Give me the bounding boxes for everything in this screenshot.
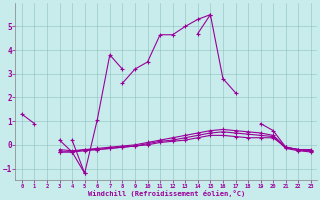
X-axis label: Windchill (Refroidissement éolien,°C): Windchill (Refroidissement éolien,°C): [88, 190, 245, 197]
